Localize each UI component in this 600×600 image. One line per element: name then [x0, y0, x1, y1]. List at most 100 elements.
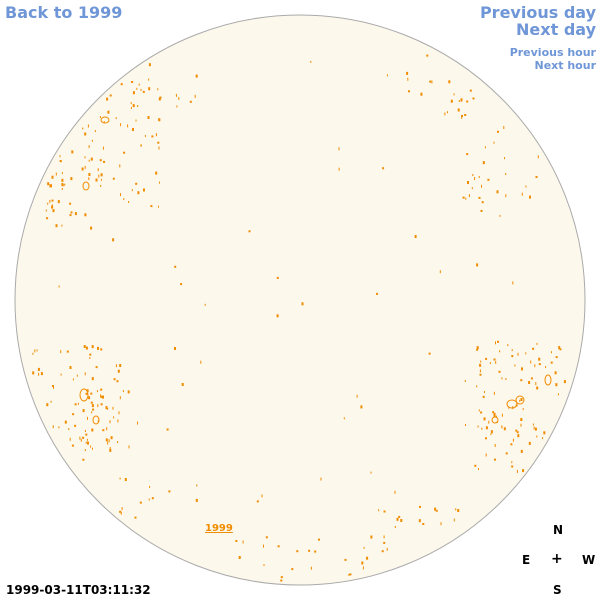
field-speck — [61, 172, 63, 175]
field-speck — [77, 402, 79, 405]
field-speck — [481, 427, 483, 430]
field-speck — [155, 171, 158, 175]
field-speck — [492, 411, 495, 414]
next-hour-link[interactable]: Next hour — [534, 59, 597, 72]
back-to-year-link[interactable]: Back to 1999 — [5, 3, 123, 22]
field-speck — [130, 102, 132, 105]
field-speck — [525, 185, 527, 188]
field-speck — [505, 378, 507, 380]
field-speck — [84, 132, 87, 136]
field-speck — [51, 199, 54, 202]
field-speck — [383, 541, 386, 544]
field-speck — [100, 388, 103, 391]
field-speck — [103, 160, 105, 163]
field-speck — [119, 396, 121, 400]
previous-day-link[interactable]: Previous day — [479, 3, 596, 22]
next-day-link[interactable]: Next day — [516, 20, 596, 39]
field-speck — [466, 153, 469, 156]
field-speck — [480, 411, 483, 414]
field-speck — [428, 352, 431, 355]
field-speck — [457, 509, 460, 512]
field-speck — [503, 427, 506, 431]
field-speck — [70, 211, 73, 214]
field-speck — [107, 441, 109, 445]
field-speck — [69, 202, 72, 205]
compass-north: N — [553, 523, 564, 537]
field-speck — [461, 116, 463, 119]
field-speck — [479, 373, 482, 376]
field-speck — [159, 181, 160, 184]
field-speck — [82, 436, 85, 439]
field-speck — [61, 224, 63, 227]
field-speck — [140, 88, 142, 91]
field-speck — [532, 423, 534, 426]
field-speck — [366, 556, 369, 560]
field-speck — [140, 144, 142, 147]
field-speck — [82, 458, 85, 461]
field-speck — [301, 302, 304, 306]
field-speck — [106, 427, 108, 431]
field-speck — [431, 80, 433, 84]
field-speck — [92, 408, 95, 411]
field-speck — [32, 371, 35, 375]
field-speck — [147, 116, 150, 119]
field-speck — [235, 540, 238, 542]
field-speck — [49, 184, 52, 188]
field-speck — [528, 381, 531, 384]
field-speck — [382, 167, 385, 170]
field-speck — [32, 352, 34, 355]
field-speck — [86, 438, 88, 441]
field-speck — [468, 194, 470, 198]
year-link[interactable]: 1999 — [205, 523, 233, 534]
field-speck — [106, 97, 109, 101]
field-speck — [137, 191, 140, 195]
field-speck — [138, 83, 140, 86]
field-speck — [180, 283, 183, 286]
field-speck — [181, 383, 184, 386]
field-speck — [361, 561, 364, 565]
field-speck — [474, 464, 477, 467]
field-speck — [115, 364, 117, 368]
field-speck — [483, 417, 486, 421]
field-speck — [512, 281, 514, 285]
field-speck — [97, 404, 99, 408]
field-speck — [144, 135, 146, 137]
field-speck — [117, 369, 120, 373]
field-speck — [516, 431, 519, 434]
previous-hour-link[interactable]: Previous hour — [509, 46, 596, 59]
field-speck — [87, 441, 89, 445]
field-speck — [85, 346, 88, 350]
sun-disk — [14, 14, 586, 586]
field-speck — [386, 547, 388, 551]
field-speck — [525, 352, 527, 355]
field-speck — [107, 110, 110, 114]
field-speck — [59, 160, 62, 162]
field-speck — [112, 177, 115, 180]
field-speck — [465, 424, 466, 426]
field-speck — [158, 146, 160, 150]
field-speck — [554, 371, 557, 375]
field-speck — [139, 501, 142, 504]
field-speck — [484, 146, 486, 149]
field-speck — [542, 437, 544, 440]
field-speck — [60, 373, 62, 376]
field-speck — [496, 190, 499, 194]
field-speck — [499, 214, 501, 217]
field-speck — [429, 80, 432, 83]
field-loop — [100, 116, 110, 124]
field-speck — [504, 157, 505, 160]
field-speck — [85, 392, 88, 395]
field-speck — [493, 412, 496, 416]
field-speck — [149, 485, 151, 488]
field-speck — [474, 177, 476, 180]
field-speck — [494, 444, 496, 447]
field-speck — [464, 114, 467, 116]
field-speck — [263, 564, 265, 567]
field-speck — [110, 436, 113, 440]
field-speck — [418, 519, 421, 523]
field-speck — [150, 205, 153, 208]
field-speck — [480, 209, 483, 212]
field-speck — [469, 89, 472, 92]
field-speck — [439, 270, 441, 274]
field-speck — [100, 178, 102, 181]
